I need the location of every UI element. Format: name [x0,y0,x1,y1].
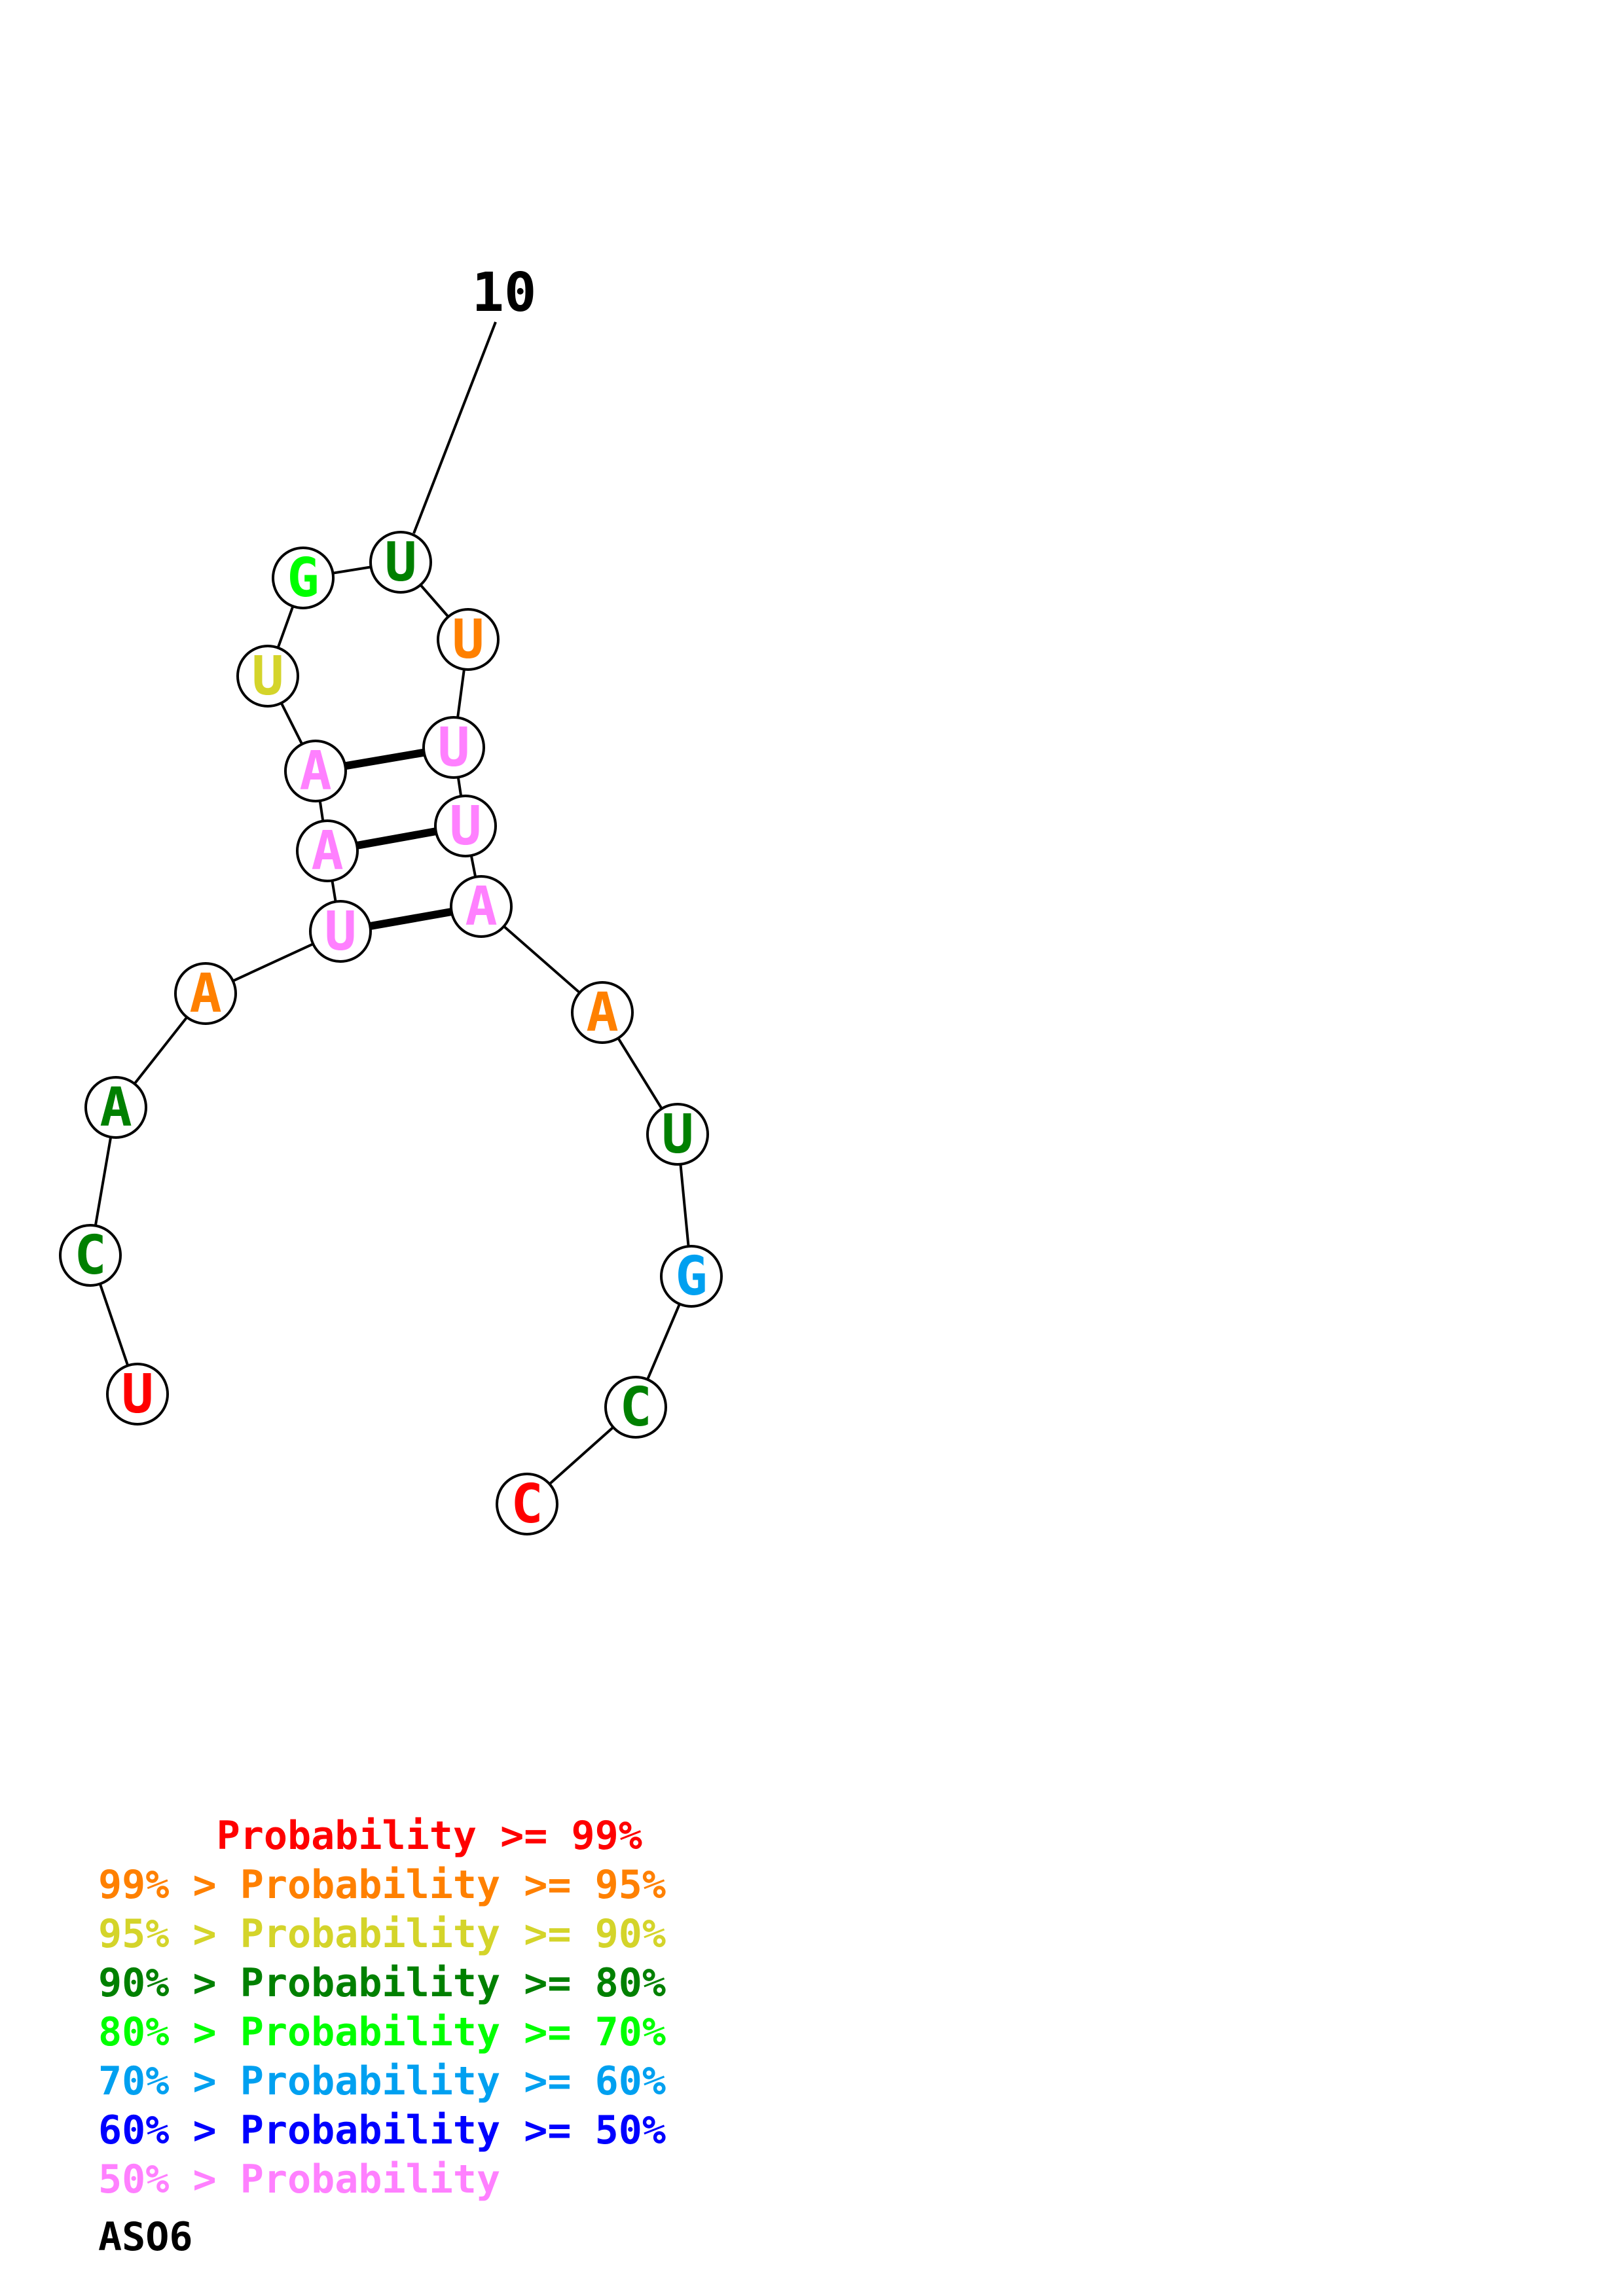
nucleotide-19: C [496,1473,558,1535]
nucleotide-base-label: A [465,876,497,938]
nucleotide-circle [571,981,634,1044]
nucleotide-base-label: C [619,1376,651,1439]
nucleotide-2: C [59,1224,122,1287]
nucleotide-5: U [309,900,372,963]
nucleotide-base-label: U [661,1103,693,1166]
legend-entry: Probability >= 99% [98,1813,642,1859]
nucleotide-base-label: A [299,740,331,802]
nucleotide-base-label: U [121,1363,153,1426]
legend-entry: 70% > Probability >= 60% [98,2058,666,2104]
nucleotide-circle [106,1363,169,1426]
nucleotide-circle [434,795,497,857]
sequence-name: ASO6 [98,2214,193,2260]
nucleotide-7: A [284,740,347,802]
nucleotide-base-label: C [74,1225,106,1287]
nucleotide-circle [604,1376,667,1439]
nucleotide-base-label: U [324,901,356,963]
nucleotide-18: C [604,1376,667,1439]
nucleotide-9: G [272,547,335,609]
nucleotide-base-label: G [675,1246,707,1308]
legend-entry: 95% > Probability >= 90% [98,1911,666,1957]
nucleotide-4: A [174,962,237,1025]
nucleotide-circle [59,1224,122,1287]
nucleotide-16: U [646,1103,709,1166]
nucleotide-8: U [236,645,299,708]
legend-entry: 60% > Probability >= 50% [98,2108,666,2153]
nucleotide-circle [272,547,335,609]
nucleotide-base-label: A [100,1077,132,1139]
nucleotide-base-label: U [437,717,469,779]
legend-entry: 80% > Probability >= 70% [98,2009,666,2055]
nucleotide-circle [437,608,500,671]
nucleotide-10: U [369,531,432,594]
nucleotide-1: U [106,1363,169,1426]
nucleotide-11: U [437,608,500,671]
nucleotide-base-label: U [384,531,416,594]
legend-entry: 90% > Probability >= 80% [98,1960,666,2006]
nucleotide-circle [369,531,432,594]
nucleotide-circle [174,962,237,1025]
nucleotide-base-label: A [586,982,618,1044]
legend-entry: 50% > Probability [98,2157,501,2202]
number-tick-line [412,321,497,534]
nucleotide-base-label: A [189,963,221,1025]
nucleotide-circle [296,819,359,882]
nucleotide-12: U [422,716,485,779]
nucleotide-circle [236,645,299,708]
nucleotide-circle [84,1076,147,1139]
legend-entry: 99% > Probability >= 95% [98,1862,666,1908]
number-label: 10 [472,262,537,324]
nucleotide-circle [496,1473,558,1535]
nucleotide-circle [422,716,485,779]
nucleotide-base-label: C [511,1473,543,1535]
nucleotide-3: A [84,1076,147,1139]
nucleotide-base-label: G [287,547,319,609]
nucleotide-15: A [571,981,634,1044]
nucleotide-6: A [296,819,359,882]
nucleotide-circle [284,740,347,802]
nucleotide-circle [450,875,513,938]
nucleotide-14: A [450,875,513,938]
nucleotide-base-label: U [251,645,283,708]
nucleotide-base-label: A [311,820,343,882]
nucleotide-base-label: U [452,609,484,671]
nucleotide-17: G [660,1245,723,1308]
nucleotide-circle [660,1245,723,1308]
numbering-tick: 10 [412,262,537,534]
nucleotide-13: U [434,795,497,857]
nucleotide-circle [309,900,372,963]
nucleotide-base-label: U [449,795,481,857]
nucleotide-circle [646,1103,709,1166]
